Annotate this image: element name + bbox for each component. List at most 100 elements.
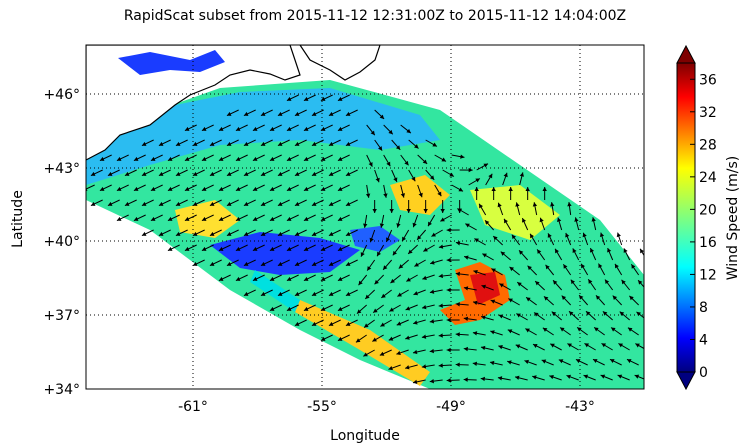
wind-vector-head (320, 276, 326, 281)
wind-vector-head (90, 201, 96, 206)
wind-vector-head (320, 336, 326, 341)
wind-vector-head (535, 281, 540, 286)
wind-vector-head (201, 156, 207, 161)
wind-vector-head (311, 261, 317, 266)
wind-vector-head (626, 359, 632, 364)
wind-vector-head (438, 244, 444, 249)
wind-vector-head (530, 233, 535, 239)
wind-vector-head (388, 336, 394, 341)
wind-vector-head (550, 343, 555, 348)
wind-vector-head (90, 171, 96, 176)
wind-vector-head (429, 378, 435, 384)
wind-vector-head (175, 141, 181, 146)
wind-vector-head (393, 177, 398, 182)
wind-vector-head (446, 227, 451, 233)
wind-vector-head (485, 220, 490, 225)
wind-vector-head (107, 171, 113, 176)
wind-vector-head (438, 303, 443, 308)
wind-vector-head (235, 246, 241, 251)
wind-vector-head (320, 246, 326, 251)
wind-vector-head (345, 201, 351, 206)
wind-vector-head (582, 232, 587, 238)
wind-vector-head (488, 173, 493, 179)
wind-vector-head (446, 257, 451, 263)
colorbar-tick-label: 0 (699, 365, 708, 381)
wind-vector-head (618, 343, 623, 348)
wind-vector-head (175, 201, 181, 206)
wind-vector-head (294, 321, 300, 326)
wind-vector-head (515, 375, 520, 380)
wind-vector-head (337, 156, 343, 161)
wind-vector (86, 184, 95, 190)
wind-vector-head (413, 291, 419, 296)
wind-vector-head (370, 130, 375, 136)
wind-vector-head (422, 159, 428, 164)
wind-vector-head (612, 295, 618, 300)
wind-vector-head (158, 171, 164, 176)
lat-tick-label: +43° (43, 161, 80, 177)
wind-vector-head (303, 306, 309, 311)
wind-vector-head (365, 193, 371, 198)
wind-vector-head (209, 201, 215, 206)
wind-vector-head (460, 154, 465, 159)
wind-vector-head (260, 111, 266, 116)
wind-vector-head (463, 346, 468, 352)
wind-vector-head (345, 321, 351, 326)
wind-vector-head (405, 365, 410, 370)
wind-vector-head (226, 261, 232, 266)
wind-vector-head (611, 327, 616, 332)
wind-vector-head (124, 201, 130, 206)
wind-vector-head (158, 201, 164, 206)
wind-vector-head (328, 171, 334, 176)
wind-vector-head (192, 231, 198, 236)
wind-vector-head (243, 201, 249, 206)
wind-vector-head (226, 201, 232, 206)
colorbar-label: Wind Speed (m/s) (725, 156, 741, 281)
wind-vector-head (337, 96, 343, 101)
colorbar-max-arrow (676, 44, 696, 64)
wind-vector-head (294, 171, 300, 176)
wind-vector-head (337, 126, 343, 131)
wind-vector-head (294, 291, 300, 296)
wind-vector-head (235, 156, 241, 161)
colorbar-tick-label: 8 (699, 300, 708, 316)
wind-vector-head (243, 291, 249, 296)
wind-vector-head (616, 232, 621, 238)
wind-vector-head (269, 156, 275, 161)
wind-vector-head (277, 231, 283, 236)
wind-vector-head (437, 191, 442, 197)
wind-vector-head (320, 186, 326, 191)
wind-vector-head (623, 248, 628, 253)
wind-vector-head (175, 231, 181, 236)
wind-vector-head (634, 374, 640, 379)
wind-vector-head (586, 311, 591, 316)
wind-vector-head (458, 187, 464, 192)
wind-vector-head (557, 217, 562, 222)
wind-vector-head (565, 232, 570, 238)
wind-vector-head (526, 297, 531, 302)
wind-vector-head (184, 126, 190, 131)
wind-vector-head (553, 280, 558, 285)
wind-vector-head (345, 141, 351, 146)
wind-vector-head (311, 291, 317, 296)
wind-vector-head (414, 144, 419, 149)
wind-vector-head (386, 237, 391, 242)
wind-vector-head (286, 186, 292, 191)
wind-vector-head (607, 248, 612, 253)
wind-vector-head (99, 186, 105, 191)
wind-vector-head (549, 374, 554, 380)
wind-vector-head (534, 312, 539, 317)
wind-vector-head (345, 261, 351, 266)
wind-vector-head (235, 186, 241, 191)
wind-vector-head (547, 233, 552, 238)
wind-vector-head (457, 208, 462, 213)
colorbar-tick-label: 28 (699, 137, 717, 153)
wind-vector-head (413, 320, 418, 325)
wind-vector-head (218, 276, 224, 281)
colorbar-tick-label: 4 (699, 332, 708, 348)
wind-vector-head (260, 201, 266, 206)
wind-vector-head (372, 209, 377, 213)
wind-vector-head (167, 156, 173, 161)
wind-vector-head (497, 202, 502, 208)
lon-tick-label: -61° (178, 399, 208, 415)
